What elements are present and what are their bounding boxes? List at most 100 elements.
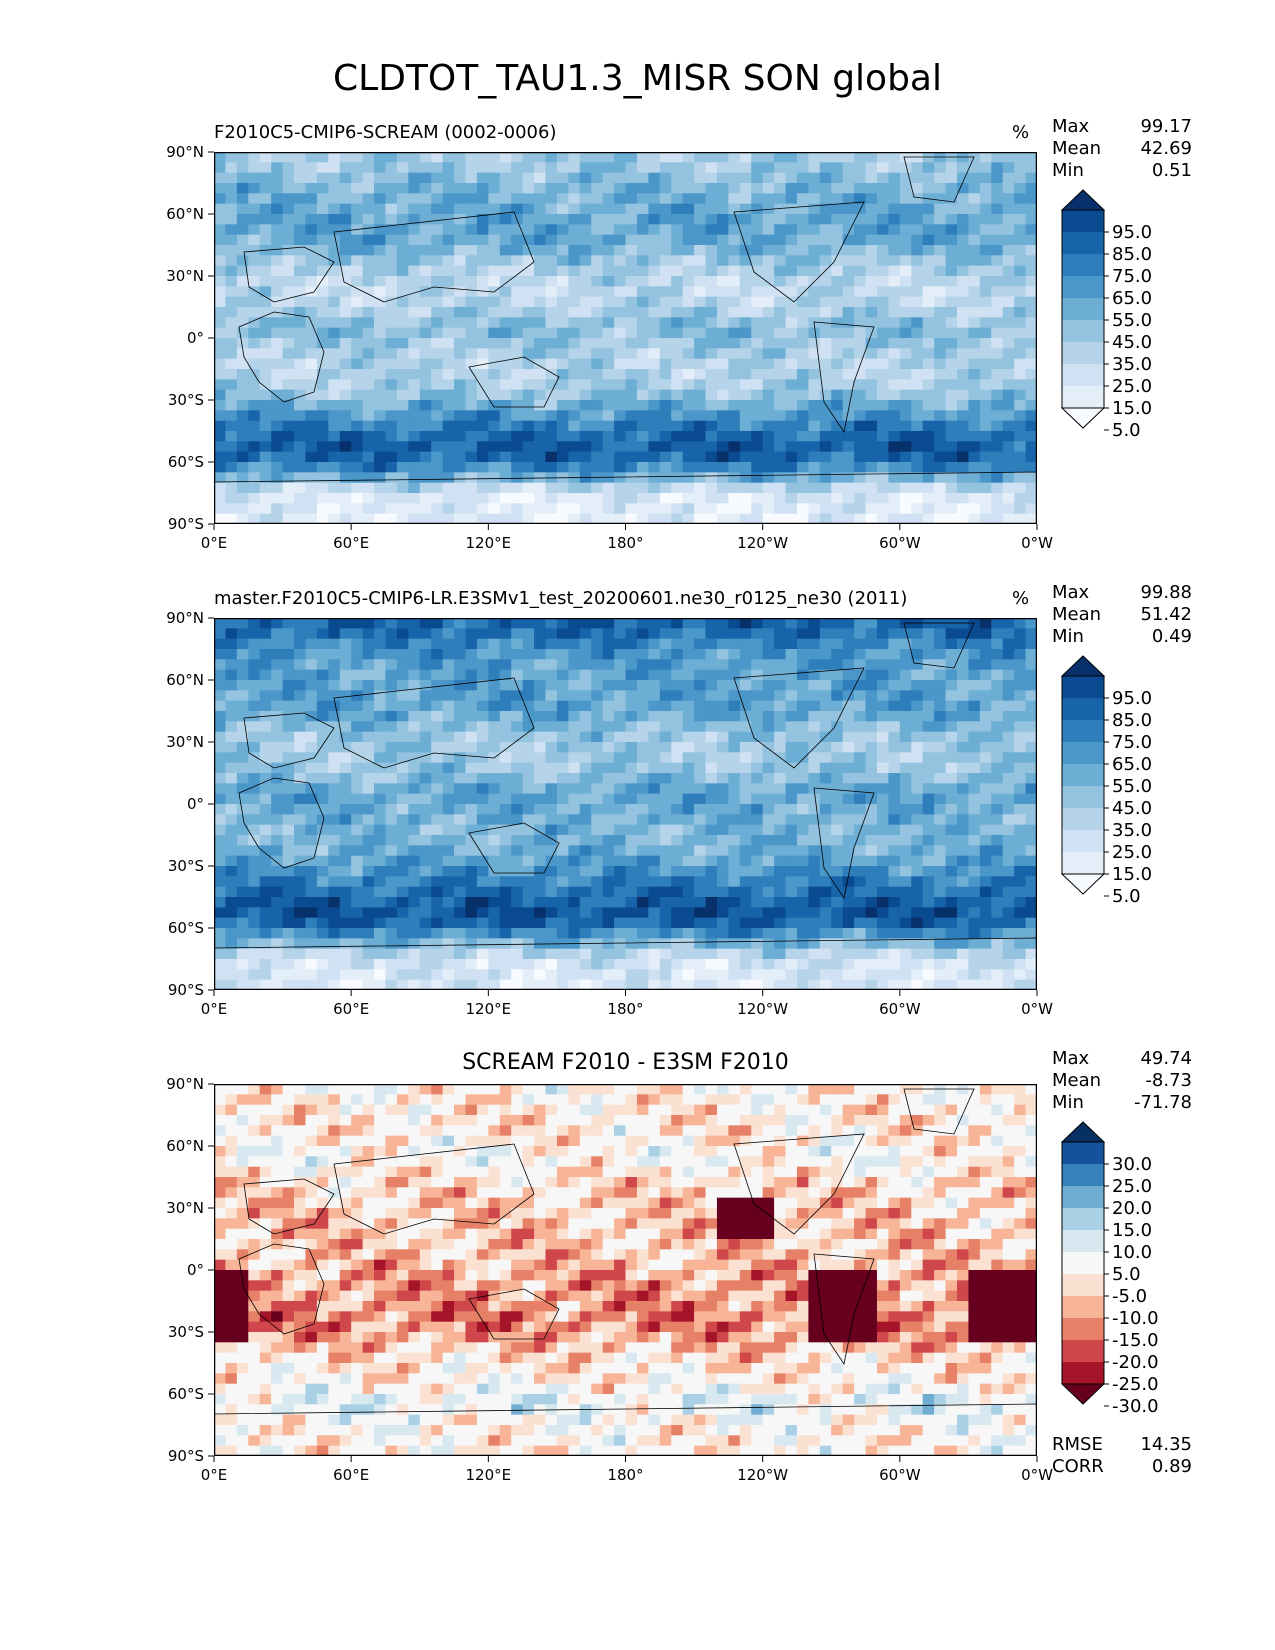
heatmap-cell	[476, 462, 489, 473]
heatmap-cell	[911, 690, 924, 702]
heatmap-cell	[385, 731, 398, 743]
heatmap-cell	[899, 462, 912, 473]
heatmap-cell	[259, 793, 272, 805]
heatmap-cell	[899, 420, 912, 432]
heatmap-cell	[625, 876, 638, 888]
heatmap-cell	[442, 793, 455, 805]
heatmap-cell	[682, 773, 695, 784]
heatmap-cell	[819, 876, 832, 888]
heatmap-cell	[785, 482, 798, 494]
heatmap-cell	[671, 731, 684, 743]
heatmap-cell	[236, 773, 249, 784]
heatmap-cell	[259, 255, 272, 267]
heatmap-cell	[522, 317, 535, 329]
heatmap-cell	[305, 938, 318, 950]
heatmap-cell	[774, 690, 787, 702]
heatmap-cell	[374, 731, 387, 743]
heatmap-cell	[705, 659, 718, 671]
heatmap-cell	[499, 649, 512, 660]
heatmap-cell	[968, 928, 981, 939]
heatmap-cell	[728, 203, 741, 215]
heatmap-cell	[956, 659, 970, 671]
heatmap-cell	[419, 835, 432, 846]
heatmap-cell	[1014, 493, 1027, 504]
heatmap-cell	[591, 462, 604, 473]
heatmap-cell	[716, 462, 729, 473]
heatmap-cell	[876, 659, 889, 671]
heatmap-cell	[625, 638, 638, 650]
heatmap-cell	[282, 503, 295, 515]
heatmap-cell	[774, 907, 787, 919]
heatmap-cell	[945, 431, 958, 442]
heatmap-cell	[248, 265, 261, 277]
heatmap-cell	[454, 752, 467, 764]
heatmap-cell	[511, 618, 524, 629]
heatmap-cell	[236, 638, 249, 650]
heatmap-cell	[728, 276, 741, 287]
heatmap-cell	[442, 618, 455, 629]
heatmap-cell	[739, 721, 752, 733]
heatmap-cell	[842, 462, 855, 473]
heatmap-cell	[808, 711, 821, 722]
heatmap-cell	[431, 493, 444, 504]
heatmap-cell	[602, 276, 615, 287]
heatmap-cell	[556, 234, 569, 246]
heatmap-cell	[636, 752, 649, 764]
heatmap-cell	[831, 513, 844, 524]
heatmap-cell	[671, 938, 684, 950]
heatmap-cell	[694, 835, 707, 846]
heatmap-cell	[316, 389, 329, 401]
heatmap-cell	[751, 824, 764, 836]
heatmap-cell	[396, 369, 409, 380]
heatmap-cell	[694, 752, 707, 764]
heatmap-cell	[248, 420, 261, 432]
heatmap-cell	[842, 711, 855, 722]
heatmap-cell	[534, 762, 547, 774]
heatmap-cell	[968, 307, 981, 318]
heatmap-cell	[934, 379, 947, 391]
heatmap-cell	[316, 690, 329, 702]
heatmap-cell	[785, 700, 798, 712]
heatmap-cell	[442, 845, 455, 857]
heatmap-cell	[236, 152, 249, 163]
heatmap-cell	[328, 420, 341, 432]
heatmap-cell	[488, 307, 501, 318]
heatmap-cell	[1002, 773, 1015, 784]
heatmap-cell	[396, 265, 409, 277]
heatmap-cell	[522, 835, 535, 846]
heatmap-cell	[339, 400, 352, 411]
heatmap-cell	[808, 420, 821, 432]
heatmap-cell	[762, 824, 775, 836]
heatmap-cell	[396, 214, 409, 225]
heatmap-cell	[294, 618, 307, 629]
heatmap-cell	[876, 503, 889, 515]
heatmap-cell	[316, 897, 329, 908]
heatmap-cell	[396, 897, 409, 908]
heatmap-cell	[476, 172, 489, 184]
heatmap-cell	[762, 162, 775, 174]
heatmap-cell	[419, 928, 432, 939]
heatmap-cell	[728, 866, 741, 877]
heatmap-cell	[739, 638, 752, 650]
heatmap-cell	[591, 938, 604, 950]
heatmap-cell	[648, 503, 661, 515]
heatmap-cell	[431, 286, 444, 298]
heatmap-cell	[214, 307, 227, 318]
heatmap-cell	[968, 742, 981, 753]
heatmap-cell	[328, 721, 341, 733]
heatmap-cell	[362, 928, 375, 939]
heatmap-cell	[728, 649, 741, 660]
heatmap-cell	[625, 814, 638, 826]
heatmap-cell	[339, 855, 352, 867]
heatmap-cell	[236, 172, 249, 184]
heatmap-cell	[694, 773, 707, 784]
heatmap-cell	[534, 152, 547, 163]
heatmap-cell	[899, 711, 912, 722]
heatmap-cell	[728, 482, 741, 494]
heatmap-cell	[716, 917, 729, 929]
heatmap-cell	[968, 669, 981, 681]
heatmap-cell	[454, 845, 467, 857]
heatmap-cell	[305, 369, 318, 380]
heatmap-cell	[774, 358, 787, 370]
heatmap-cell	[328, 855, 341, 867]
